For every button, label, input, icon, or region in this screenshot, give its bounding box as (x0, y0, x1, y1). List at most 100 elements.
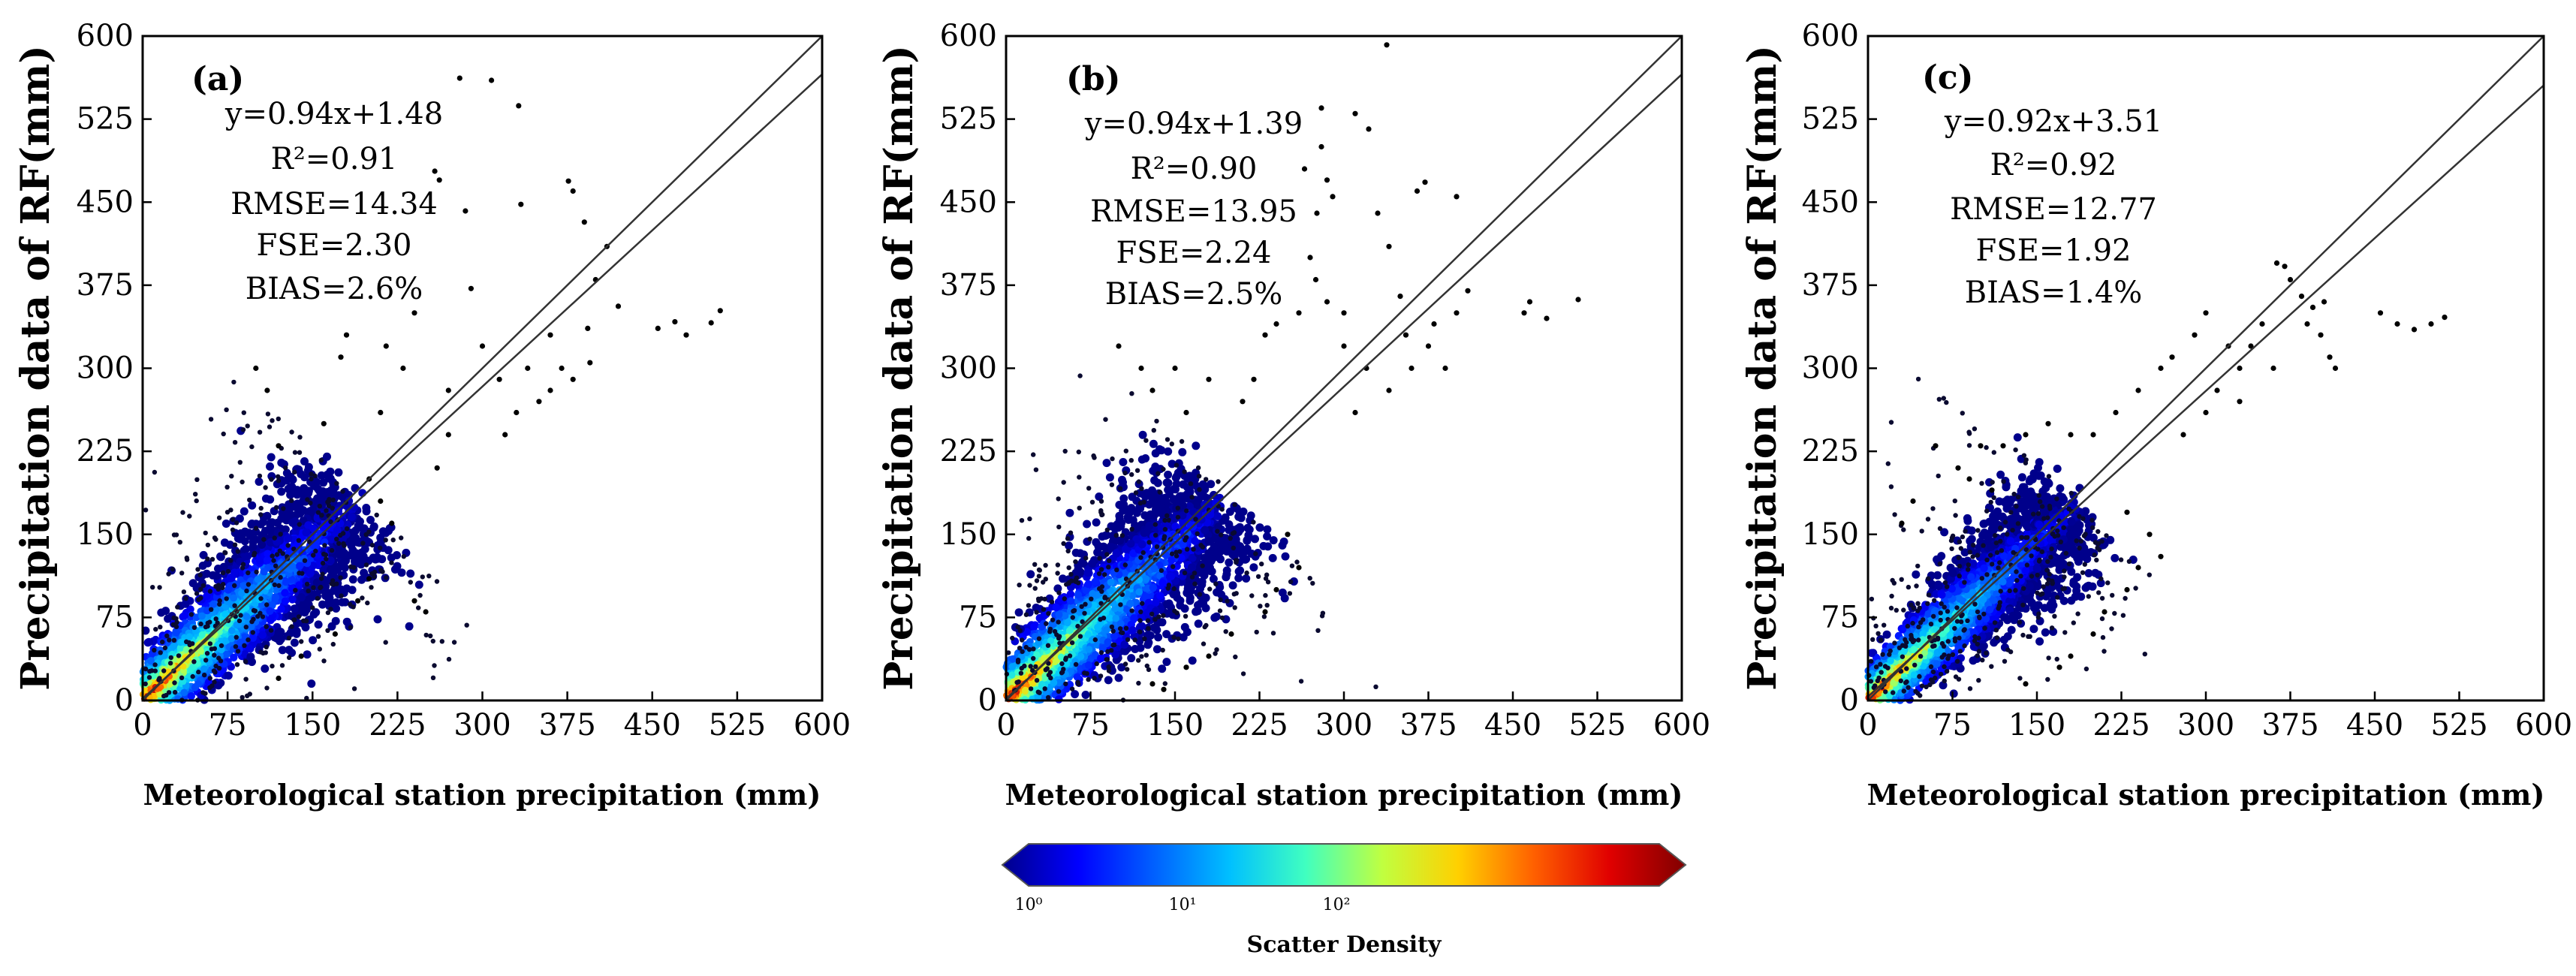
density-point (1228, 581, 1237, 590)
density-point (221, 520, 230, 528)
scatter-point (374, 512, 379, 518)
density-point (255, 477, 264, 486)
scatter-point (150, 585, 155, 590)
scatter-point (288, 498, 294, 503)
scatter-points-b (1002, 42, 1581, 704)
scatter-point (348, 625, 354, 630)
density-point (1242, 574, 1251, 583)
scatter-point (211, 668, 217, 673)
scatter-point (244, 588, 249, 594)
scatter-point (318, 584, 324, 590)
scatter-point (292, 469, 297, 474)
scatter-point (297, 571, 302, 576)
scatter-point (217, 601, 222, 607)
x-tick-label: 150 (284, 708, 341, 743)
scatter-point (152, 662, 158, 667)
scatter-point (212, 535, 218, 541)
scatter-point (390, 538, 396, 543)
scatter-point (330, 505, 335, 511)
scatter-point (451, 640, 457, 645)
scatter-point (176, 653, 182, 658)
scatter-point (257, 429, 263, 435)
scatter-point (207, 589, 213, 594)
density-point (303, 650, 312, 659)
scatter-point (235, 549, 240, 554)
scatter-point (383, 640, 388, 645)
x-axis-title-a: Meteorological station precipitation (mm… (143, 778, 821, 812)
scatter-point (319, 513, 324, 518)
scatter-point (190, 673, 195, 679)
scatter-point (315, 634, 321, 639)
density-point (338, 550, 347, 559)
density-point (1105, 473, 1114, 482)
outlier-point (276, 675, 282, 682)
scatter-point (263, 485, 268, 490)
equation-a: y=0.94x+1.48 (224, 97, 443, 131)
density-point (1137, 622, 1146, 631)
density-point (357, 575, 366, 584)
density-point (197, 648, 204, 655)
scatter-point (235, 649, 241, 654)
density-point (1225, 558, 1234, 567)
density-point (261, 664, 270, 673)
scatter-point (257, 473, 263, 479)
density-point (1263, 525, 1272, 534)
scatter-point (253, 526, 259, 531)
y-tick-label: 75 (95, 600, 134, 634)
panel-label-a: (a) (191, 60, 244, 98)
density-point (288, 595, 297, 604)
scatter-point (160, 639, 165, 645)
scatter-point (283, 465, 288, 471)
scatter-point (369, 542, 375, 548)
scatter-point (157, 585, 162, 590)
outlier-point (516, 103, 522, 109)
density-point (266, 616, 275, 624)
density-point (241, 545, 250, 553)
scatter-point (347, 601, 353, 607)
scatter-point (270, 664, 275, 669)
scatter-point (330, 641, 336, 647)
density-point (273, 518, 282, 527)
scatter-point (228, 558, 233, 563)
scatter-point (336, 541, 342, 546)
density-point (1158, 664, 1167, 673)
scatter-point (246, 582, 252, 587)
density-point (312, 477, 321, 486)
scatter-point (269, 477, 274, 482)
density-point (1119, 458, 1128, 466)
density-point (285, 503, 294, 512)
scatter-point (161, 668, 167, 673)
scatter-point (317, 646, 322, 652)
density-point (261, 526, 270, 535)
fit-lines-a (142, 35, 823, 701)
scatter-point (299, 639, 304, 644)
outlier-point (581, 219, 587, 225)
scatter-point (254, 569, 259, 575)
scatter-point (238, 613, 243, 618)
outlier-point (585, 325, 591, 331)
scatter-point (363, 532, 369, 538)
density-point (307, 679, 316, 688)
y-tick-label: 600 (77, 19, 134, 53)
scatter-point (365, 600, 370, 606)
scatter-point (363, 562, 369, 568)
scatter-point (237, 618, 243, 624)
scatter-point (230, 527, 236, 532)
scatter-point (180, 510, 185, 515)
outlier-point (436, 177, 442, 183)
scatter-point (439, 639, 444, 644)
scatter-point (220, 582, 226, 587)
scatter-point (416, 605, 421, 610)
density-point (406, 569, 415, 578)
scatter-point (162, 645, 168, 651)
density-point (1114, 673, 1123, 682)
scatter-point (234, 662, 240, 667)
scatter-point (317, 504, 322, 509)
density-point (1081, 691, 1090, 699)
scatter-point (246, 637, 251, 643)
scatter-point (360, 595, 365, 601)
scatter-point (152, 668, 158, 673)
scatter-point (329, 547, 335, 553)
density-point (1249, 563, 1258, 572)
density-point (227, 634, 236, 643)
